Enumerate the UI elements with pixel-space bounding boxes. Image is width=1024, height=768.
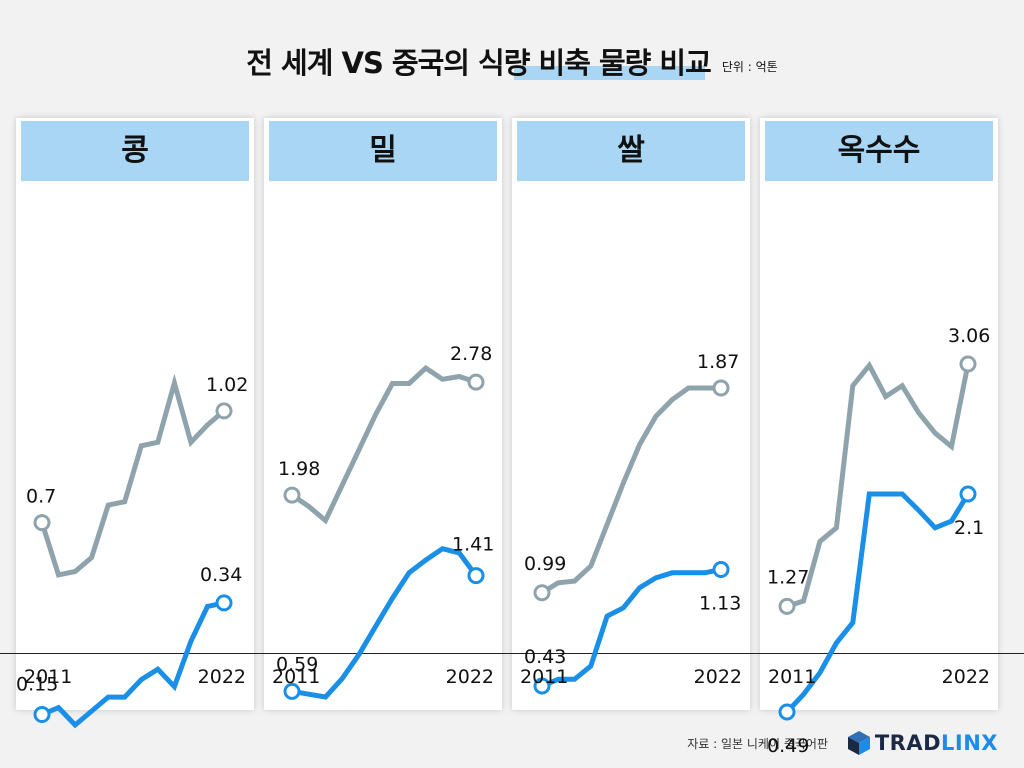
panel-title: 옥수수 [765, 121, 993, 181]
panel-title: 콩 [21, 121, 249, 181]
china-start-point [33, 706, 51, 724]
china-end-point [215, 594, 233, 612]
logo-text-part1: TRAD [874, 731, 942, 755]
source-note: 자료 : 일본 니케이 중국어판 [687, 737, 828, 751]
line-chart: 1.98 2.78 0.59 1.41 [276, 343, 494, 700]
world-start-value-label: 1.98 [278, 458, 320, 480]
china-start-point [533, 677, 551, 695]
china-start-value-label: 0.49 [767, 735, 809, 757]
china-end-value-label: 2.1 [954, 517, 984, 539]
x-end-label: 2022 [693, 666, 742, 688]
world-end-point [959, 355, 977, 373]
line-chart: 1.27 3.06 0.49 2.1 [767, 325, 990, 757]
china-start-value-label: 0.15 [16, 674, 58, 696]
china-start-point [778, 703, 796, 721]
chart-title: 전 세계 VS 중국의 식량 비축 물량 비교 [246, 40, 712, 82]
world-series-line [540, 385, 721, 595]
x-start-label: 2011 [272, 666, 321, 688]
china-series-line [291, 545, 479, 700]
world-start-value-label: 0.99 [524, 553, 566, 575]
world-start-point [33, 514, 51, 532]
line-chart: 0.7 1.02 0.15 0.34 [16, 373, 248, 729]
panel-rice: 쌀 0.99 1.87 0.43 1.13 2011 2022 [512, 118, 750, 710]
x-end-label: 2022 [197, 666, 246, 688]
world-series-line [290, 364, 477, 525]
world-end-point [712, 379, 730, 397]
x-start-label: 2011 [520, 666, 569, 688]
world-start-point [778, 597, 796, 615]
tradlinx-logo: TRADLINX [847, 728, 998, 758]
china-series-line [785, 491, 971, 714]
line-chart: 0.99 1.87 0.43 1.13 [524, 351, 741, 695]
panel-title: 쌀 [517, 121, 745, 181]
unit-label: 단위 : 억톤 [721, 60, 778, 74]
x-end-label: 2022 [941, 666, 990, 688]
panel-title: 밀 [269, 121, 497, 181]
title-highlight [514, 66, 705, 80]
x-start-label: 2011 [24, 666, 73, 688]
world-start-point [283, 486, 301, 504]
panel-corn: 옥수수 1.27 3.06 0.49 2.1 2011 2022 [760, 118, 998, 757]
chart-title-text: 전 세계 VS 중국의 식량 비축 물량 비교 [246, 46, 712, 80]
china-end-value-label: 1.13 [699, 592, 741, 614]
china-end-value-label: 0.34 [200, 564, 242, 586]
panel-soybean: 콩 0.7 1.02 0.15 0.34 2011 2022 [16, 118, 254, 729]
china-start-value-label: 0.59 [276, 653, 318, 675]
world-start-value-label: 1.27 [767, 566, 809, 588]
world-end-value-label: 1.02 [206, 374, 248, 396]
china-start-value-label: 0.43 [524, 646, 566, 668]
world-start-value-label: 0.7 [26, 486, 56, 508]
world-end-value-label: 1.87 [697, 351, 739, 373]
cube-icon [847, 731, 870, 755]
baseline [0, 653, 1024, 654]
world-series-line [39, 373, 226, 578]
china-end-value-label: 1.41 [452, 534, 494, 556]
world-start-point [533, 584, 551, 602]
china-end-point [467, 567, 485, 585]
china-end-point [712, 560, 730, 578]
china-series-line [541, 567, 722, 689]
world-end-point [467, 373, 485, 391]
panel-wheat: 밀 1.98 2.78 0.59 1.41 2011 2022 [264, 118, 502, 710]
world-series-line [786, 360, 971, 609]
world-end-value-label: 3.06 [948, 325, 990, 347]
world-end-value-label: 2.78 [450, 343, 492, 365]
world-end-point [215, 402, 233, 420]
x-end-label: 2022 [445, 666, 494, 688]
title-row: 전 세계 VS 중국의 식량 비축 물량 비교 단위 : 억톤 [0, 40, 1024, 82]
china-series-line [41, 600, 225, 729]
logo-text-part2: LINX [941, 731, 998, 755]
china-start-point [283, 682, 301, 700]
china-end-point [959, 485, 977, 503]
x-start-label: 2011 [768, 666, 817, 688]
